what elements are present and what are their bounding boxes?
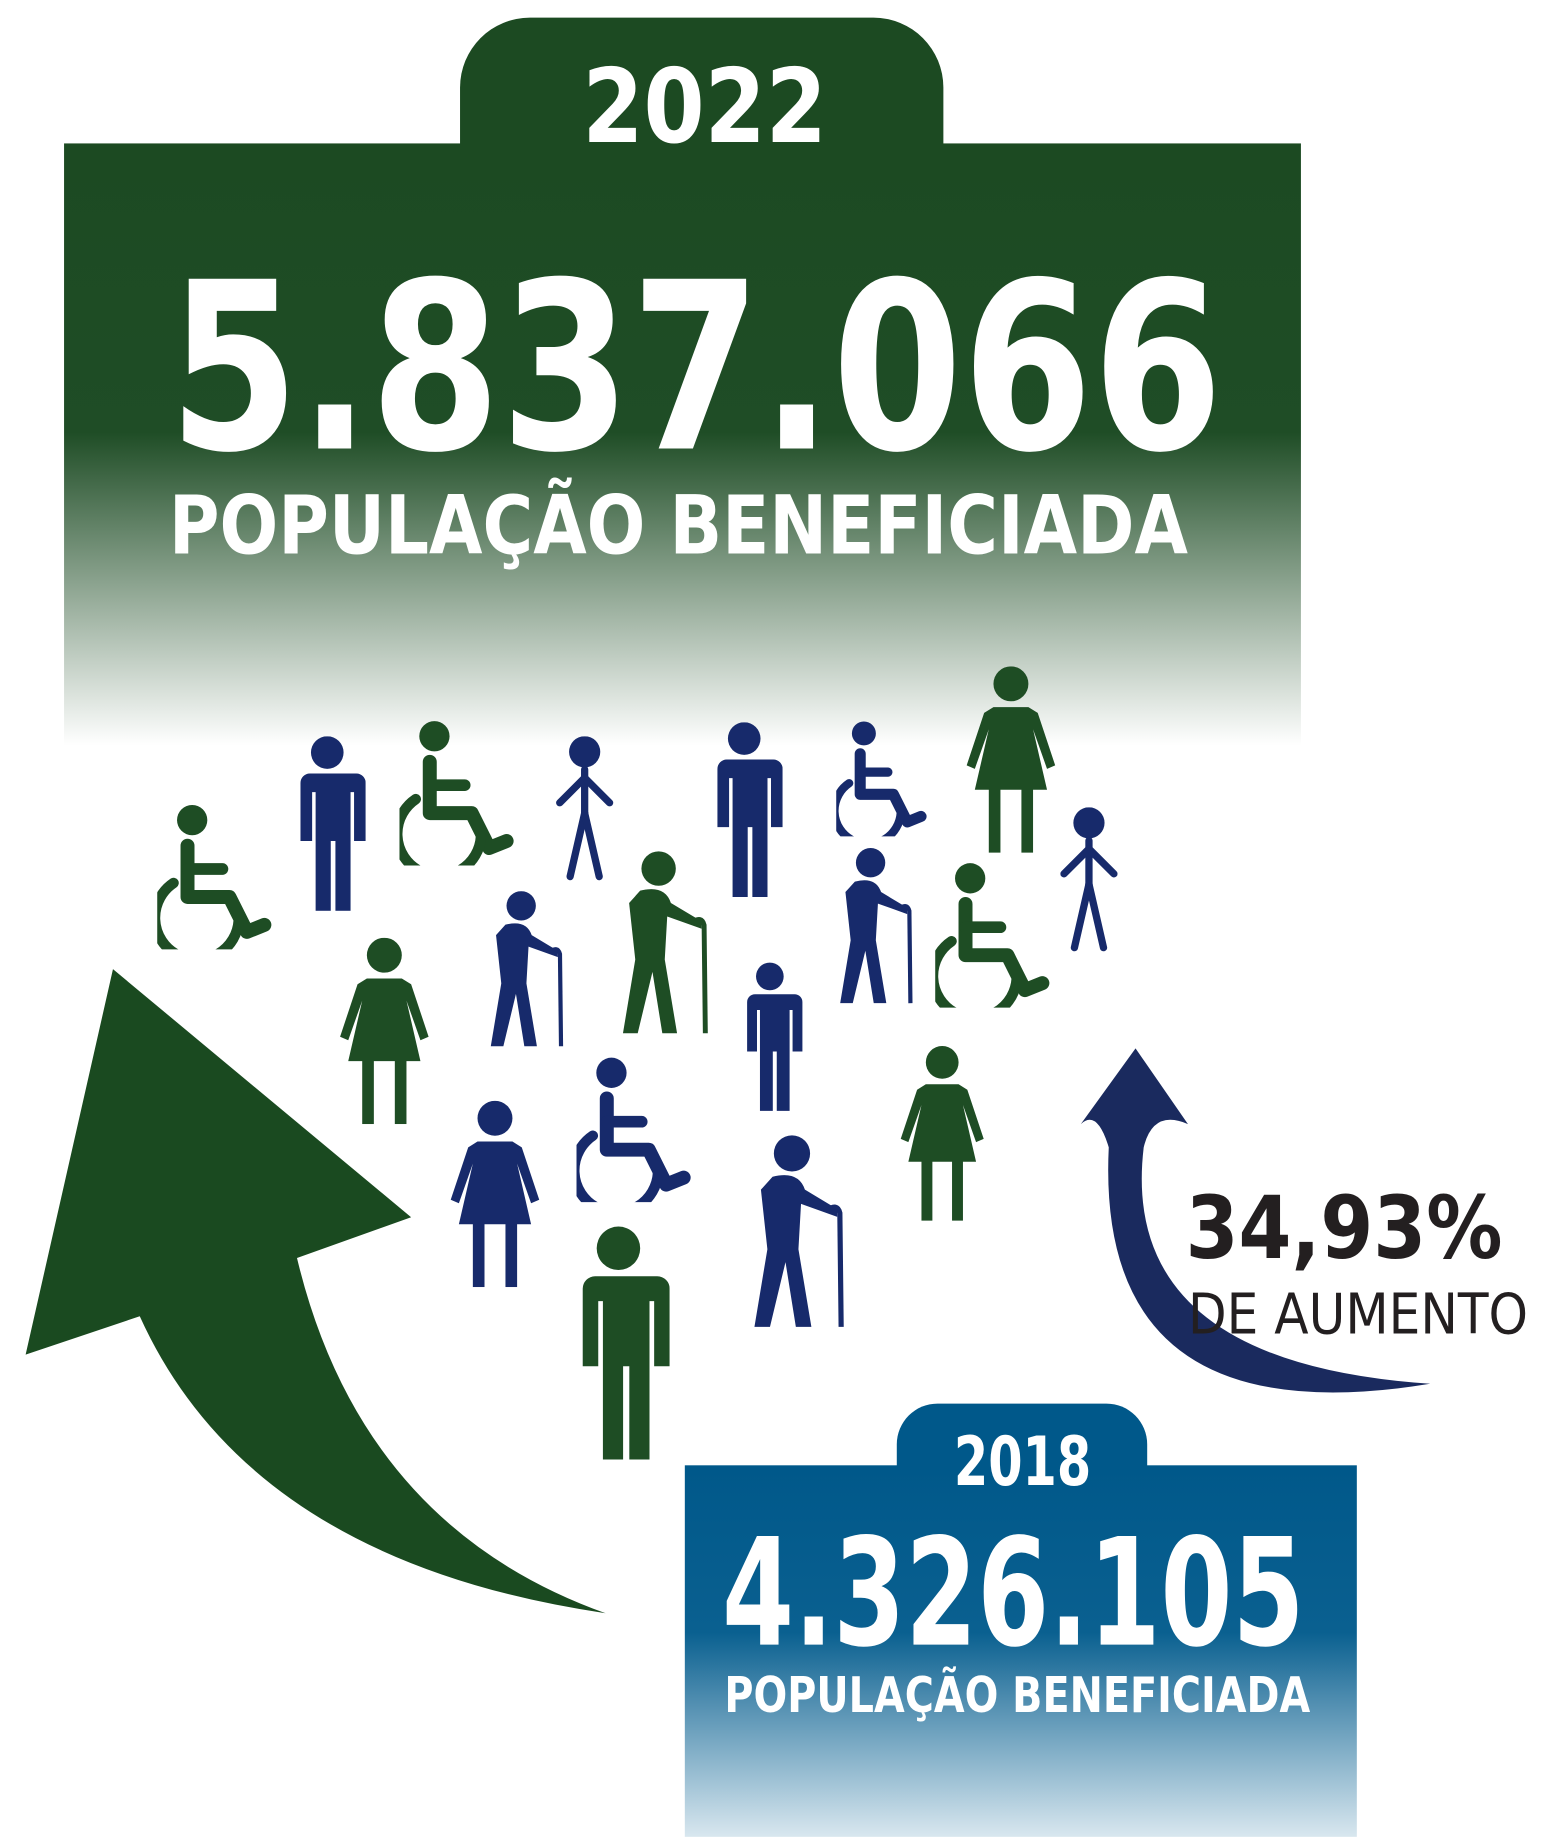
previous-value: 4.326.105 xyxy=(722,1508,1304,1681)
increase-label: DE AUMENTO xyxy=(1188,1283,1528,1348)
blue-arrow xyxy=(1080,1048,1431,1393)
year-tab xyxy=(896,1403,1148,1468)
year-tab xyxy=(460,17,944,146)
current-year: 2022 xyxy=(582,48,827,167)
increase-percent: 34,93% xyxy=(1186,1179,1503,1279)
current-value: 5.837.066 xyxy=(169,233,1223,504)
previous-label: POPULAÇÃO BENEFICIADA xyxy=(724,1665,1310,1724)
current-panel xyxy=(64,143,1301,746)
green-arrow xyxy=(25,969,606,1614)
previous-panel xyxy=(684,1465,1357,1837)
previous-year: 2018 xyxy=(954,1422,1091,1501)
current-label: POPULAÇÃO BENEFICIADA xyxy=(169,476,1188,573)
